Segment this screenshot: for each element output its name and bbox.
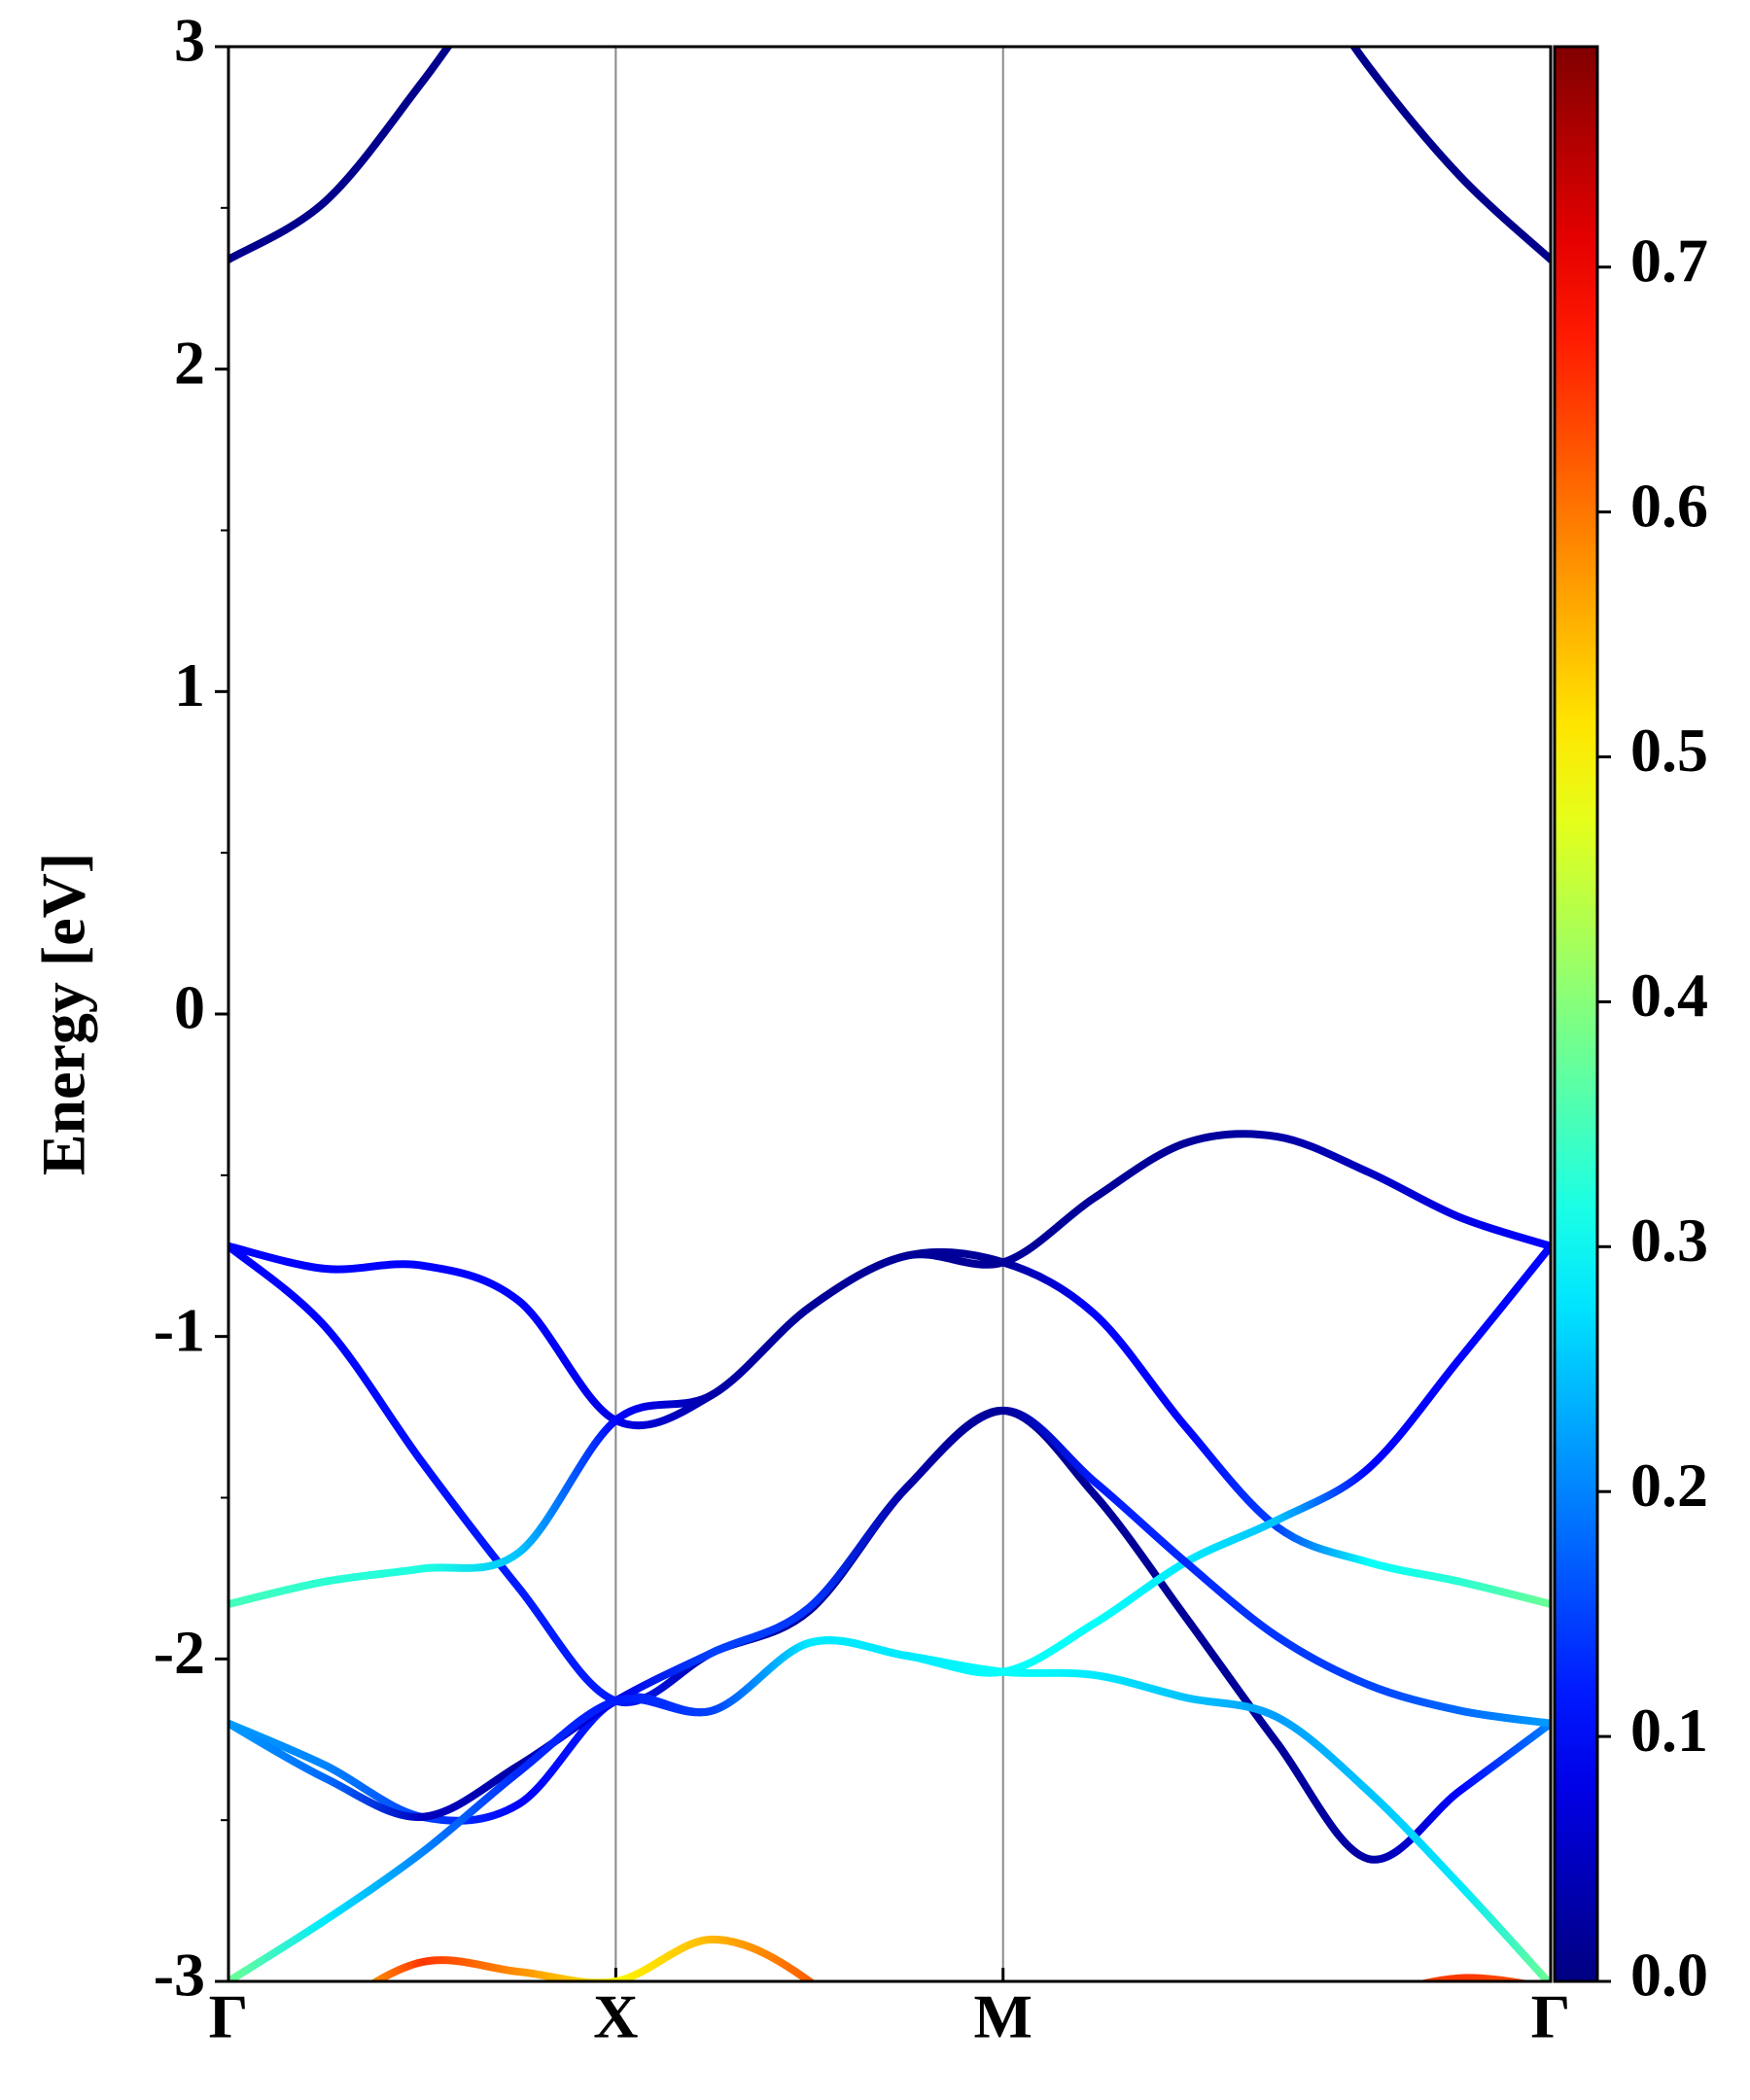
- y-tick-label: -2: [154, 1618, 205, 1687]
- x-tick-label: Γ: [1531, 1982, 1571, 2051]
- x-tick-label: Γ: [209, 1982, 249, 2051]
- band: [228, 1636, 1551, 1981]
- band: [228, 1242, 1551, 1864]
- y-axis-label: Energy [eV]: [29, 853, 98, 1175]
- bands: [228, 47, 1551, 1981]
- band: [228, 1247, 1551, 1608]
- colorbar-tick-label: 0.2: [1630, 1451, 1708, 1520]
- colorbar-tick-label: 0.0: [1630, 1941, 1708, 2010]
- colorbar-tick-label: 0.5: [1630, 716, 1708, 785]
- colorbar-tick-label: 0.1: [1630, 1696, 1708, 1765]
- y-tick-label: 1: [174, 650, 205, 719]
- plot-frame: [227, 45, 1553, 1983]
- band: [228, 1130, 1551, 1430]
- y-tick-label: 3: [174, 6, 205, 75]
- y-tick-label: -1: [154, 1295, 205, 1364]
- y-tick-label: 0: [174, 973, 205, 1042]
- colorbar-tick-label: 0.4: [1630, 961, 1708, 1030]
- colorbar-tick-label: 0.3: [1630, 1206, 1708, 1275]
- band: [228, 1406, 1551, 1821]
- colorbar: [1553, 45, 1599, 1983]
- colorbar-tick-label: 0.6: [1630, 471, 1708, 540]
- band: [368, 1935, 1535, 1981]
- band: [228, 47, 1551, 263]
- y-tick-label: 2: [174, 328, 205, 397]
- y-tick-label: -3: [154, 1941, 205, 2010]
- band: [228, 1242, 1551, 1825]
- colorbar-tick-label: 0.7: [1630, 226, 1708, 295]
- x-tick-label: X: [593, 1982, 638, 2051]
- x-tick-label: M: [974, 1982, 1032, 2051]
